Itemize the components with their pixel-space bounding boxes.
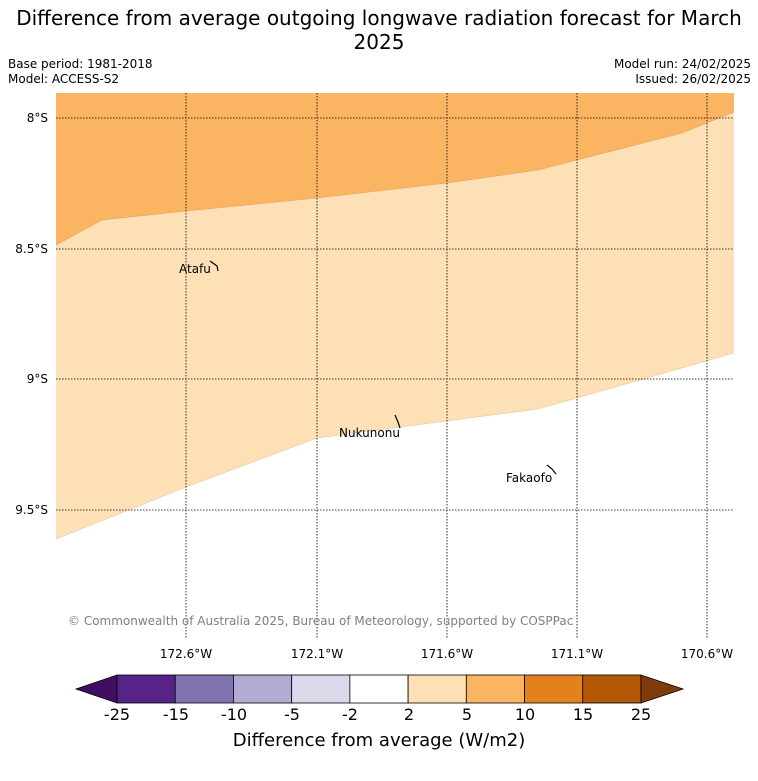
lat-label-9: 9°S xyxy=(26,372,48,386)
colorbar-tick: -2 xyxy=(342,705,358,724)
contour-line-lower xyxy=(55,352,735,540)
atafu-atoll xyxy=(209,260,219,272)
colorbar-tick: 5 xyxy=(461,705,473,724)
header-left: Base period: 1981-2018 Model: ACCESS-S2 xyxy=(8,57,153,87)
lon-label-171-6: 171.6°W xyxy=(420,647,474,661)
lon-label-171-1: 171.1°W xyxy=(550,647,604,661)
lon-label-172-1: 172.1°W xyxy=(290,647,344,661)
lon-label-170-6: 170.6°W xyxy=(680,647,734,661)
colorbar-tick: -10 xyxy=(220,705,248,724)
colorbar-tick: 10 xyxy=(514,705,536,724)
colorbar-segment xyxy=(233,674,293,704)
colorbar-segment xyxy=(582,674,642,704)
colorbar-tick: -15 xyxy=(162,705,190,724)
colorbar-segment xyxy=(174,674,234,704)
colorbar-segment xyxy=(465,674,525,704)
lon-label-172-6: 172.6°W xyxy=(159,647,213,661)
colorbar-tick: 15 xyxy=(572,705,594,724)
place-label-atafu: Atafu xyxy=(179,262,211,276)
issued-date: Issued: 26/02/2025 xyxy=(635,72,751,86)
colorbar-tick: 2 xyxy=(403,705,415,724)
colorbar-segment xyxy=(116,674,176,704)
place-label-nukunonu: Nukunonu xyxy=(339,426,400,440)
colorbar-segments xyxy=(74,674,685,704)
model-run: Model run: 24/02/2025 xyxy=(613,57,751,71)
lat-label-8: 8°S xyxy=(26,111,48,125)
colorbar-segment xyxy=(407,674,467,704)
lat-label-9-5: 9.5°S xyxy=(15,503,48,517)
colorbar-label: Difference from average (W/m2) xyxy=(232,730,526,751)
colorbar-tick: 25 xyxy=(630,705,652,724)
colorbar-segment xyxy=(291,674,351,704)
colorbar-tick: -5 xyxy=(284,705,300,724)
colorbar-segment xyxy=(524,674,584,704)
colorbar-extend-high xyxy=(640,674,685,704)
fakaofo-atoll xyxy=(546,464,557,475)
base-period: Base period: 1981-2018 xyxy=(8,57,153,71)
place-label-fakaofo: Fakaofo xyxy=(506,471,553,485)
coastlines xyxy=(209,260,557,475)
colorbar-extend-low xyxy=(74,674,118,704)
header-right: Model run: 24/02/2025 Issued: 26/02/2025 xyxy=(614,57,751,87)
lat-label-8-5: 8.5°S xyxy=(15,242,48,256)
colorbar-segment xyxy=(349,674,409,704)
contour-line-upper xyxy=(55,111,735,246)
anomaly-fill xyxy=(55,93,735,638)
model-name: Model: ACCESS-S2 xyxy=(8,72,120,86)
map-title: Difference from average outgoing longwav… xyxy=(16,6,742,54)
fill-band-2-5 xyxy=(56,112,734,539)
colorbar-tick: -25 xyxy=(103,705,131,724)
graticule xyxy=(56,93,734,638)
nukunonu-atoll xyxy=(394,414,401,429)
copyright-notice: © Commonwealth of Australia 2025, Bureau… xyxy=(68,614,574,628)
